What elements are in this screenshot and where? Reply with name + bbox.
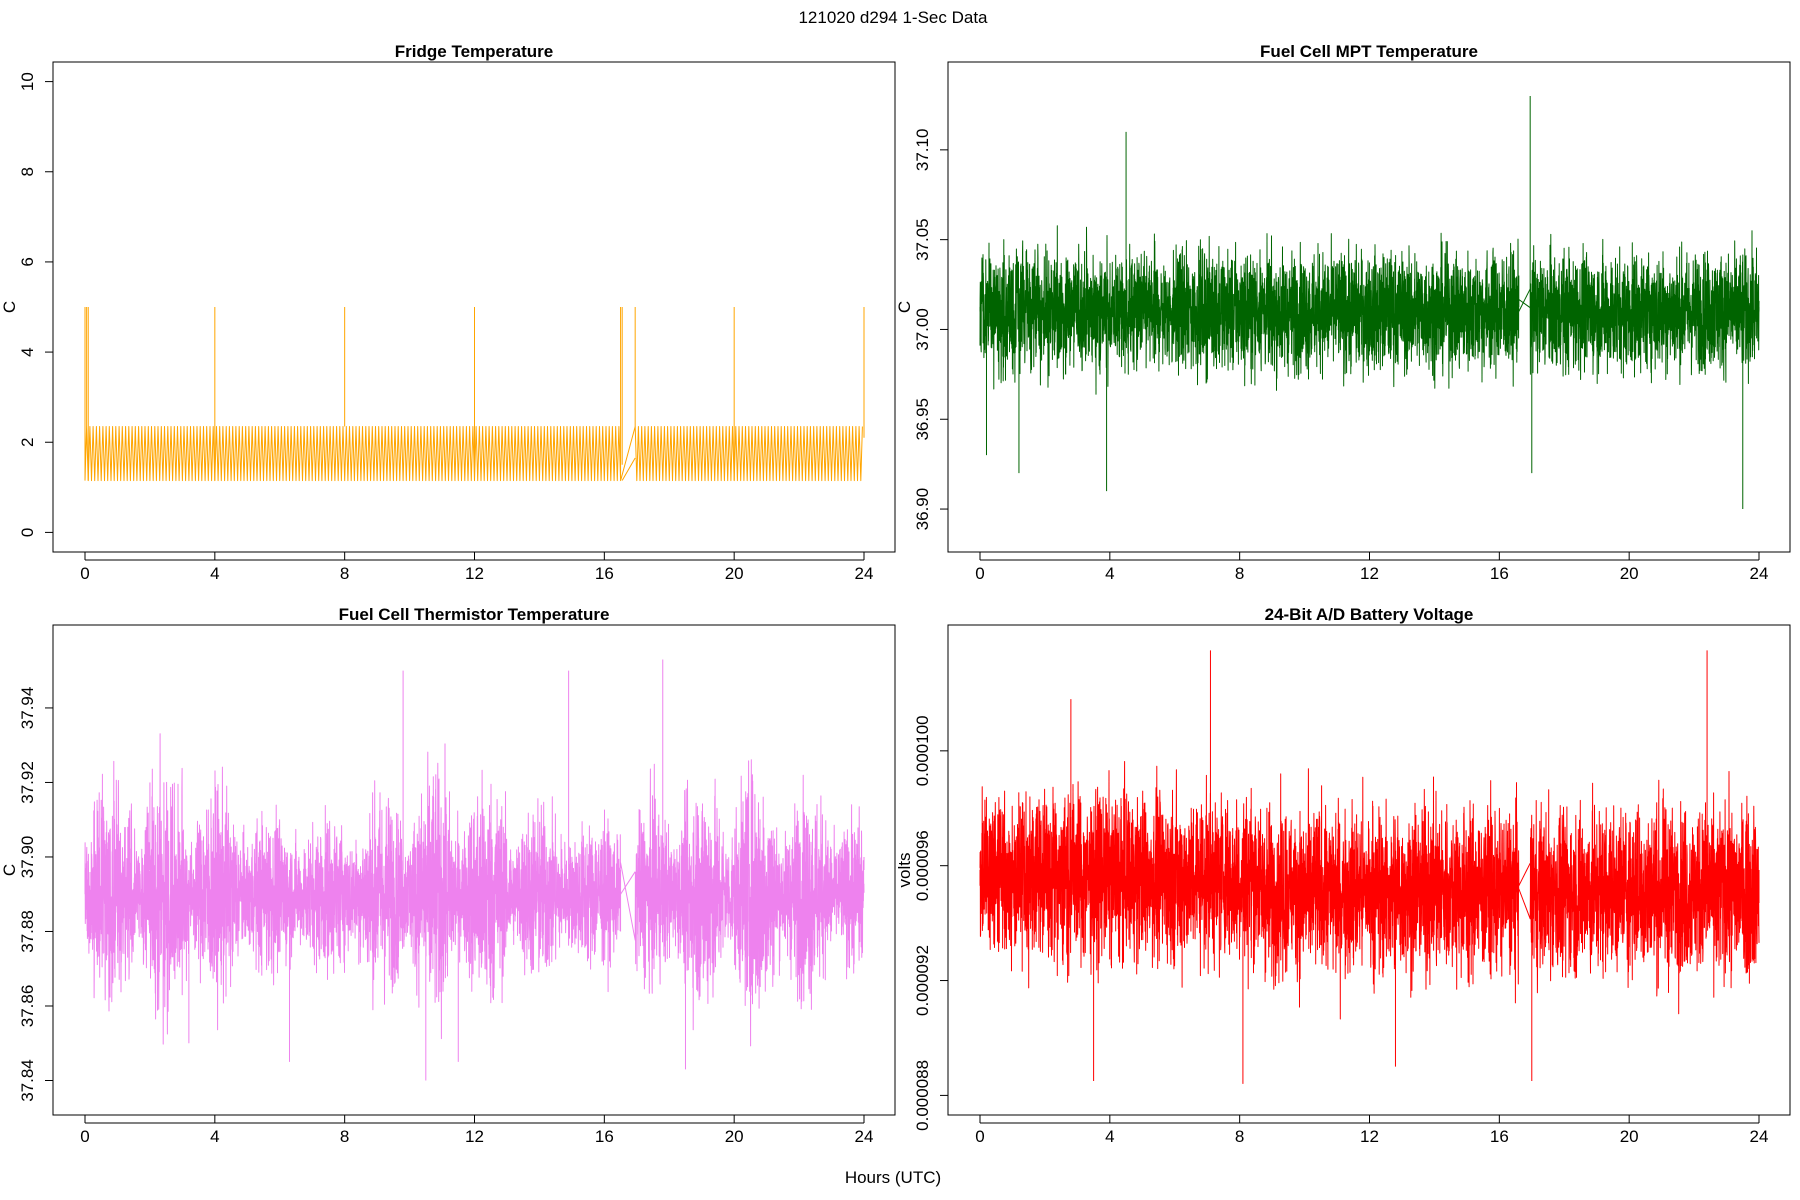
panel-title: Fuel Cell Thermistor Temperature [339, 605, 610, 624]
x-tick-label: 24 [855, 1127, 874, 1146]
panel-title: 24-Bit A/D Battery Voltage [1265, 605, 1474, 624]
y-tick-label: 0.000092 [913, 945, 932, 1016]
panel-3: Fuel Cell Thermistor Temperature C 0 4 8 12 16… [0, 605, 896, 1146]
x-tick-label: 16 [1490, 564, 1509, 583]
x-tick-label: 8 [340, 564, 349, 583]
y-tick-label: 37.05 [913, 218, 932, 261]
panel-4: 24-Bit A/D Battery Voltage volts 0 4 8 12 16 20… [895, 605, 1791, 1146]
x-tick-label: 20 [725, 564, 744, 583]
gap-connector [621, 457, 636, 481]
x-tick-label: 12 [1360, 1127, 1379, 1146]
y-axis-label: C [0, 864, 19, 876]
y-tick-label: 4 [18, 347, 37, 356]
y-tick-label: 37.86 [18, 985, 37, 1028]
data-series-line [84, 733, 865, 1047]
x-tick-label: 24 [1750, 1127, 1769, 1146]
x-tick-label: 20 [1620, 564, 1639, 583]
plot-frame [52, 624, 896, 1116]
x-tick-label: 4 [1105, 1127, 1114, 1146]
data-series-line [979, 761, 1760, 1020]
x-tick-label: 16 [1490, 1127, 1509, 1146]
y-tick-label: 6 [18, 257, 37, 266]
x-tick-label: 0 [975, 1127, 984, 1146]
panel-title: Fridge Temperature [395, 42, 553, 61]
x-tick-label: 12 [1360, 564, 1379, 583]
gap-connector [1518, 863, 1531, 887]
x-tick-label: 24 [1750, 564, 1769, 583]
x-tick-label: 16 [595, 564, 614, 583]
y-tick-label: 37.88 [18, 910, 37, 953]
y-tick-label: 36.90 [913, 488, 932, 531]
x-tick-label: 0 [975, 564, 984, 583]
x-tick-label: 4 [210, 1127, 219, 1146]
x-tick-label: 8 [1235, 1127, 1244, 1146]
y-tick-label: 0 [18, 528, 37, 537]
data-series-line [979, 225, 1760, 395]
x-tick-label: 20 [1620, 1127, 1639, 1146]
x-tick-label: 8 [340, 1127, 349, 1146]
plot-frame [52, 61, 896, 553]
y-axis-label: C [895, 301, 914, 313]
figure-title: 121020 d294 1-Sec Data [798, 8, 988, 27]
x-tick-label: 24 [855, 564, 874, 583]
y-tick-label: 0.000100 [913, 715, 932, 786]
y-tick-label: 36.95 [913, 398, 932, 441]
data-series-line [84, 426, 863, 482]
x-tick-label: 20 [725, 1127, 744, 1146]
x-tick-label: 4 [1105, 564, 1114, 583]
gap-connector [620, 871, 636, 895]
x-tick-label: 8 [1235, 564, 1244, 583]
y-tick-label: 2 [18, 438, 37, 447]
x-tick-label: 16 [595, 1127, 614, 1146]
plot-frame [947, 624, 1791, 1116]
x-tick-label: 4 [210, 564, 219, 583]
panel-title: Fuel Cell MPT Temperature [1260, 42, 1478, 61]
y-tick-label: 0.000096 [913, 830, 932, 901]
y-tick-label: 37.90 [18, 836, 37, 879]
y-tick-label: 8 [18, 167, 37, 176]
y-axis-label: volts [895, 853, 914, 888]
plot-frame [947, 61, 1791, 553]
y-tick-label: 37.94 [18, 687, 37, 730]
x-tick-label: 12 [465, 564, 484, 583]
panel-2: Fuel Cell MPT Temperature C 0 4 8 12 16 20 24 36.… [895, 42, 1791, 583]
y-axis-label: C [0, 301, 19, 313]
y-tick-label: 37.92 [18, 761, 37, 804]
y-tick-label: 37.00 [913, 308, 932, 351]
y-tick-label: 37.10 [913, 129, 932, 172]
x-tick-label: 0 [80, 1127, 89, 1146]
figure-x-axis-label: Hours (UTC) [845, 1168, 941, 1187]
y-tick-label: 0.000088 [913, 1060, 932, 1131]
y-tick-label: 10 [18, 72, 37, 91]
x-tick-label: 12 [465, 1127, 484, 1146]
gap-connector [1518, 288, 1531, 312]
x-tick-label: 0 [80, 564, 89, 583]
y-tick-label: 37.84 [18, 1059, 37, 1102]
